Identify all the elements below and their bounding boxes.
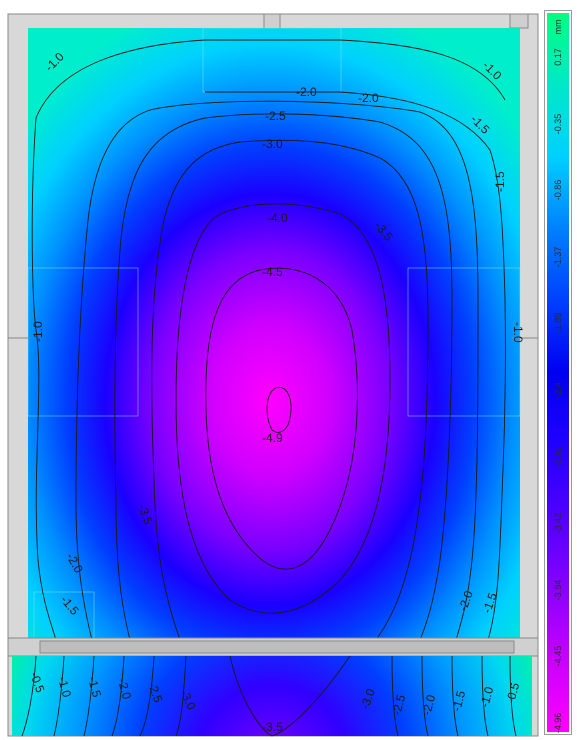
contour-label: -2.0 bbox=[358, 91, 379, 105]
contour-label: -3.0 bbox=[262, 137, 283, 151]
contour-label: -1.0 bbox=[55, 675, 74, 699]
contour-label: -3.0 bbox=[358, 687, 378, 712]
contour-label: -1.5 bbox=[85, 675, 104, 699]
legend-tick-label: -4.96 bbox=[553, 712, 563, 734]
contour-label: -2.0 bbox=[296, 85, 317, 99]
legend-tick-label: -4.45 bbox=[553, 646, 563, 667]
legend-tick-label: -2.91 bbox=[553, 446, 563, 467]
contour-label: -1.0 bbox=[511, 322, 525, 343]
contour-label: -0.5 bbox=[503, 681, 522, 705]
legend-tick-label: -3.94 bbox=[553, 579, 563, 601]
contour-label: -2.5 bbox=[265, 109, 286, 123]
contour-label: -4.9 bbox=[262, 431, 283, 445]
contour-label: -0.5 bbox=[27, 670, 47, 695]
legend-unit: mm bbox=[553, 19, 563, 35]
color-scale-legend: mm 0.17 -0.35 -0.86 -1.37 -1.89 -2.4 -2.91 -3.4… bbox=[544, 10, 572, 735]
contour-label: -2.5 bbox=[389, 693, 408, 717]
contour-label: -1.0 bbox=[31, 321, 45, 342]
contour-label: -3.5 bbox=[262, 720, 283, 734]
legend-tick-label: -1.89 bbox=[553, 313, 563, 334]
bottom-strip-field bbox=[12, 656, 532, 736]
contour-label: -4.5 bbox=[262, 265, 283, 279]
legend-tick-label: -3.42 bbox=[553, 512, 563, 534]
contour-label: -2.0 bbox=[456, 589, 476, 614]
contour-label: -2.5 bbox=[145, 680, 165, 705]
contour-label: -2.0 bbox=[419, 693, 438, 717]
legend-tick-label: -1.37 bbox=[553, 246, 563, 268]
contour-label: -2.0 bbox=[115, 677, 134, 701]
contour-plot-canvas: -1.0 -2.0 -2.0 -1.0 -1.5 -1.5 -2.5 -3.0 … bbox=[7, 13, 539, 737]
legend-tick-label: 0.17 bbox=[553, 48, 563, 66]
color-scale-bar bbox=[547, 13, 569, 732]
contour-label: -4.0 bbox=[267, 211, 288, 225]
contour-label: -1.5 bbox=[449, 689, 468, 713]
legend-tick-label: -0.86 bbox=[553, 179, 563, 201]
contour-label: -1.5 bbox=[480, 591, 500, 616]
legend-tick-label: -2.4 bbox=[553, 382, 563, 398]
main-panel-field bbox=[28, 28, 520, 642]
contour-label: -3.5 bbox=[135, 502, 155, 527]
legend-tick-label: -0.35 bbox=[553, 113, 563, 134]
contour-label: -1.0 bbox=[477, 685, 496, 709]
contour-label: -1.5 bbox=[493, 171, 507, 192]
